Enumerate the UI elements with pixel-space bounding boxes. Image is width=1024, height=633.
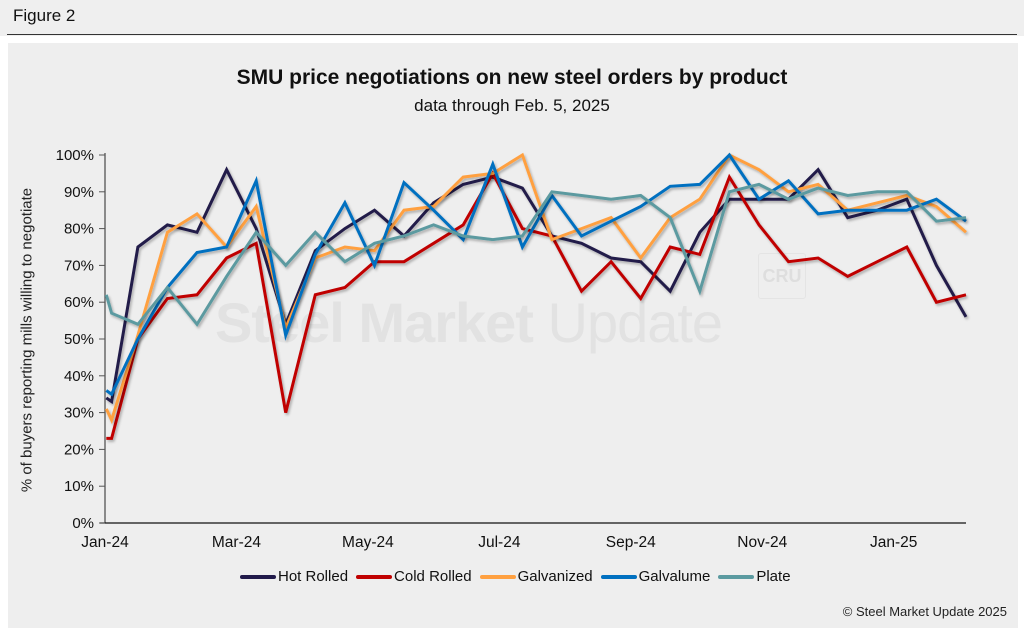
watermark-light: Update (532, 291, 723, 354)
series-line-plate (104, 182, 967, 327)
chart-subtitle: data through Feb. 5, 2025 (414, 96, 610, 115)
watermark: Steel Market Update (215, 290, 723, 355)
series-line-hot-rolled (105, 166, 968, 405)
x-tick-label: Nov-24 (737, 534, 787, 551)
legend-label: Galvanized (517, 568, 593, 585)
watermark-bold: Steel Market (215, 291, 534, 354)
y-tick-label: 50% (64, 331, 94, 348)
series-line-galvanized (104, 152, 967, 425)
copyright-text: © Steel Market Update 2025 (842, 604, 1007, 619)
legend-label: Plate (756, 568, 791, 585)
legend: Hot Rolled Cold Rolled Galvanized Galvalume… (240, 568, 791, 585)
legend-item-cold-rolled: Cold Rolled (356, 568, 472, 585)
x-tick-label: Jan-25 (870, 534, 917, 551)
legend-swatch (718, 574, 755, 579)
figure-label: Figure 2 (13, 6, 76, 25)
header-divider (7, 34, 1017, 35)
legend-item-plate: Plate (718, 568, 791, 585)
y-tick-label: 40% (64, 368, 94, 385)
x-tick-label: May-24 (342, 534, 394, 551)
y-tick-label: 10% (64, 478, 94, 495)
y-tick-label: 0% (72, 515, 94, 532)
series-lines (104, 152, 968, 440)
x-tick-label: Sep-24 (606, 534, 656, 551)
y-tick-label: 30% (64, 405, 94, 422)
y-tick-label: 80% (64, 221, 94, 238)
legend-label: Galvalume (638, 568, 711, 585)
legend-item-galvalume: Galvalume (600, 568, 711, 585)
legend-swatch (356, 574, 393, 579)
y-tick-label: 20% (64, 441, 94, 458)
legend-label: Hot Rolled (278, 568, 349, 585)
x-tick-label: Jul-24 (478, 534, 521, 551)
chart-title: SMU price negotiations on new steel orde… (236, 66, 788, 89)
series-line-cold-rolled (106, 170, 967, 440)
y-tick-label: 90% (64, 184, 94, 201)
figure-header: Figure 2 (0, 0, 1024, 36)
series-line-galvalume (105, 152, 967, 397)
legend-item-hot-rolled: Hot Rolled (240, 568, 348, 585)
x-tick-label: Mar-24 (212, 534, 261, 551)
legend-item-galvanized: Galvanized (479, 568, 593, 585)
legend-swatch (600, 574, 637, 579)
y-tick-label: 60% (64, 294, 94, 311)
legend-swatch (240, 574, 276, 579)
chart-panel (7, 42, 1019, 629)
axes: 0% 10% 20% 30% 40% 50% 60% 70% 80% 90% 100% Jan-24 M… (56, 147, 966, 551)
legend-swatch (479, 574, 516, 579)
y-tick-label: 70% (64, 257, 94, 274)
x-tick-label: Jan-24 (81, 534, 129, 551)
legend-label: Cold Rolled (394, 568, 472, 585)
y-tick-label: 100% (56, 147, 94, 164)
